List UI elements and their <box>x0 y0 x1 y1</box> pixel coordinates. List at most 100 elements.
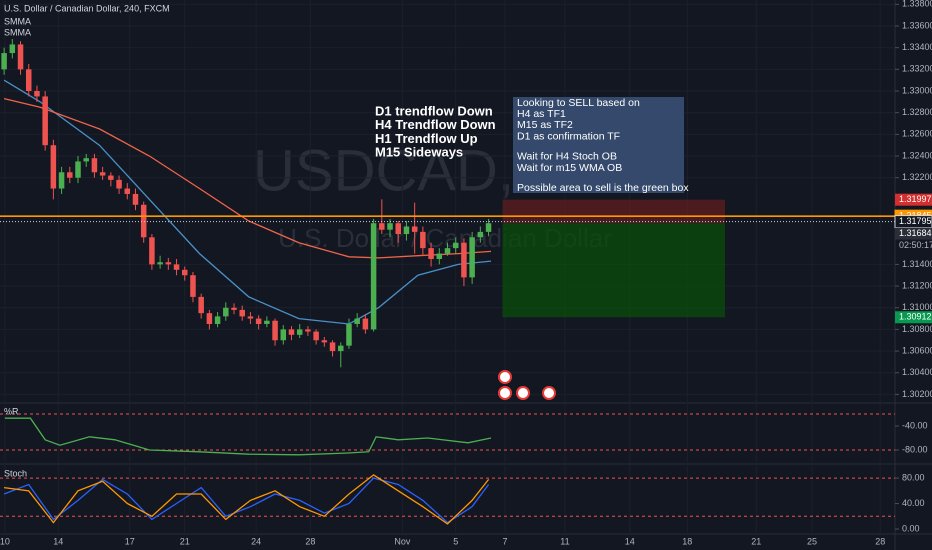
candle-body <box>190 275 196 297</box>
candle-body <box>444 248 451 254</box>
price-label-box <box>895 193 932 206</box>
candle-body <box>379 223 385 230</box>
candle-body <box>338 345 344 352</box>
y-tick-label: 80.00 <box>902 472 925 482</box>
candle-body <box>67 172 73 178</box>
candle-body <box>140 204 147 238</box>
candle-body <box>362 318 369 330</box>
candle-body <box>124 188 131 194</box>
event-icon[interactable] <box>498 370 512 384</box>
indicator-line <box>4 474 490 525</box>
x-tick-label: 7 <box>502 536 507 546</box>
candle-body <box>395 223 401 235</box>
y-tick-label: 1.33600 <box>902 20 932 30</box>
candle-body <box>132 193 139 205</box>
event-icon[interactable] <box>516 386 530 400</box>
indicator-line <box>3 97 492 259</box>
candle-body <box>198 296 204 314</box>
candle-body <box>428 248 434 259</box>
candle-body <box>272 320 278 341</box>
y-tick-label: 1.32800 <box>902 107 932 117</box>
y-tick-label: 1.30200 <box>902 389 932 399</box>
candle-body <box>116 179 122 189</box>
x-tick-label: 18 <box>682 536 692 546</box>
indicator-line <box>3 79 492 325</box>
candle-body <box>181 269 188 276</box>
x-tick-label: 21 <box>751 536 761 546</box>
y-tick-label: -80.00 <box>902 444 928 454</box>
candle-body <box>157 262 163 265</box>
pane-title: %R <box>4 406 19 416</box>
candle-body <box>149 237 155 265</box>
trend-note: H4 Trendflow Down <box>375 117 496 132</box>
candle-body <box>477 231 484 238</box>
price-label: 1.31795 <box>899 216 932 226</box>
candle-body <box>99 172 106 176</box>
price-label-box <box>895 311 932 324</box>
event-icon[interactable] <box>542 386 556 400</box>
price-label-box <box>895 227 932 240</box>
candle-body <box>75 161 81 178</box>
candle-body <box>214 316 221 324</box>
y-tick-label: 1.30400 <box>902 367 932 377</box>
x-tick-label: 11 <box>560 536 569 546</box>
price-label: 1.30912 <box>899 312 932 322</box>
x-tick-label: 21 <box>180 536 190 546</box>
candle-body <box>255 318 262 324</box>
candle-body <box>403 226 410 235</box>
candle-body <box>370 223 377 330</box>
plan-note: Possible area to sell is the green box <box>517 182 689 194</box>
candle-body <box>387 223 393 230</box>
x-tick-label: 14 <box>53 536 63 546</box>
trend-note: M15 Sideways <box>375 145 463 160</box>
indicator-name: SMMA <box>4 16 31 26</box>
x-tick-label: 28 <box>305 536 315 546</box>
trend-note: D1 trendflow Down <box>375 103 493 118</box>
y-tick-label: 1.33000 <box>902 85 932 95</box>
indicator-line <box>3 477 490 524</box>
candle-body <box>91 158 98 173</box>
event-icon[interactable] <box>498 386 512 400</box>
candle-body <box>239 309 245 317</box>
candle-body <box>231 307 237 310</box>
candle-body <box>461 242 467 278</box>
candle-body <box>305 329 311 332</box>
price-label-box <box>894 215 932 229</box>
candle-body <box>321 340 328 343</box>
candle-body <box>420 231 426 249</box>
y-tick-label: 1.33200 <box>902 64 932 74</box>
y-tick-label: 1.30800 <box>902 324 932 334</box>
candle-body <box>346 323 352 346</box>
candle-body <box>411 226 418 232</box>
candle-body <box>206 313 213 324</box>
event-icons[interactable] <box>498 370 556 400</box>
plan-note: Wait for H4 Stoch OB <box>517 151 617 163</box>
candle-body <box>485 223 492 232</box>
y-tick-label: 1.32600 <box>902 129 932 139</box>
x-tick-label: 24 <box>251 536 261 546</box>
candle-body <box>280 329 287 341</box>
y-tick-label: 1.33400 <box>902 42 932 52</box>
candle-body <box>58 172 65 189</box>
y-tick-label: 1.31000 <box>902 302 932 312</box>
plan-note: D1 as confirmation TF <box>517 130 620 142</box>
candle-body <box>436 253 443 259</box>
candle-body <box>469 237 475 278</box>
x-tick-label: 14 <box>625 536 635 546</box>
y-tick-label: -40.00 <box>902 420 928 430</box>
plan-note: H4 as TF1 <box>517 108 566 120</box>
indicator-line <box>4 417 492 456</box>
price-label: 1.31684 <box>899 228 932 238</box>
plan-note: M15 as TF2 <box>517 119 573 131</box>
y-tick-label: 1.32200 <box>902 172 932 182</box>
candle-body <box>296 329 303 335</box>
candle-body <box>165 262 172 265</box>
y-tick-label: 1.33800 <box>902 0 932 9</box>
y-tick-label: 1.30600 <box>902 345 932 355</box>
symbol-title: U.S. Dollar / Canadian Dollar, 240, FXCM <box>4 3 170 13</box>
candle-body <box>223 307 229 317</box>
candle-body <box>354 318 360 324</box>
note-box <box>513 97 684 193</box>
stop-zone <box>502 199 726 224</box>
